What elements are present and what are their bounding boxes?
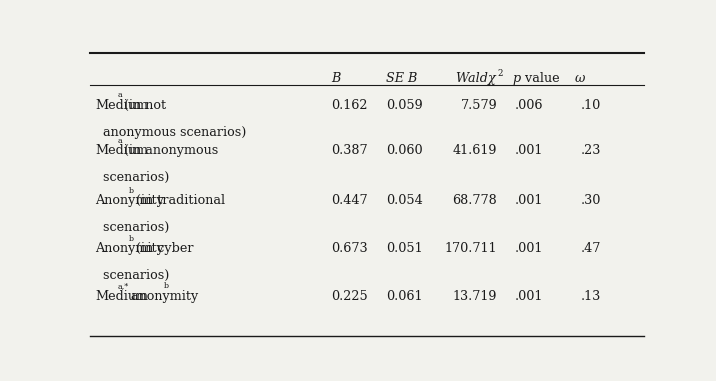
Text: .001: .001	[515, 242, 543, 255]
Text: .13: .13	[581, 290, 601, 303]
Text: 0.387: 0.387	[331, 144, 367, 157]
Text: Anonymity: Anonymity	[95, 194, 164, 207]
Text: 2: 2	[498, 69, 503, 78]
Text: .006: .006	[515, 99, 543, 112]
Text: Medium: Medium	[95, 290, 148, 303]
Text: 0.162: 0.162	[331, 99, 367, 112]
Text: 13.719: 13.719	[453, 290, 498, 303]
Text: Wald: Wald	[455, 72, 492, 85]
Text: Medium: Medium	[95, 144, 148, 157]
Text: Anonymity: Anonymity	[95, 242, 164, 255]
Text: 0.061: 0.061	[387, 290, 423, 303]
Text: 170.711: 170.711	[445, 242, 498, 255]
Text: .001: .001	[515, 290, 543, 303]
Text: a: a	[117, 91, 122, 99]
Text: 41.619: 41.619	[453, 144, 498, 157]
Text: 7.579: 7.579	[460, 99, 498, 112]
Text: scenarios): scenarios)	[95, 171, 170, 184]
Text: χ: χ	[488, 72, 495, 85]
Text: scenarios): scenarios)	[95, 221, 170, 234]
Text: (in cyber: (in cyber	[132, 242, 193, 255]
Text: 0.054: 0.054	[387, 194, 423, 207]
Text: anonymity: anonymity	[127, 290, 198, 303]
Text: p: p	[513, 72, 521, 85]
Text: a,*: a,*	[117, 282, 129, 290]
Text: 0.225: 0.225	[331, 290, 367, 303]
Text: .001: .001	[515, 144, 543, 157]
Text: 0.673: 0.673	[331, 242, 367, 255]
Text: value: value	[521, 72, 560, 85]
Text: B: B	[331, 72, 340, 85]
Text: 0.059: 0.059	[387, 99, 423, 112]
Text: .001: .001	[515, 194, 543, 207]
Text: b: b	[164, 282, 169, 290]
Text: .23: .23	[581, 144, 601, 157]
Text: 0.051: 0.051	[387, 242, 423, 255]
Text: .10: .10	[581, 99, 601, 112]
Text: b: b	[128, 187, 133, 195]
Text: (in anonymous: (in anonymous	[120, 144, 218, 157]
Text: b: b	[128, 235, 133, 243]
Text: SE B: SE B	[387, 72, 417, 85]
Text: 0.060: 0.060	[387, 144, 423, 157]
Text: a: a	[117, 137, 122, 145]
Text: Medium: Medium	[95, 99, 148, 112]
Text: ω: ω	[575, 72, 586, 85]
Text: .47: .47	[581, 242, 601, 255]
Text: 0.447: 0.447	[331, 194, 367, 207]
Text: (in traditional: (in traditional	[132, 194, 225, 207]
Text: anonymous scenarios): anonymous scenarios)	[95, 125, 246, 139]
Text: 68.778: 68.778	[453, 194, 498, 207]
Text: scenarios): scenarios)	[95, 269, 170, 282]
Text: (in not: (in not	[120, 99, 167, 112]
Text: .30: .30	[581, 194, 601, 207]
